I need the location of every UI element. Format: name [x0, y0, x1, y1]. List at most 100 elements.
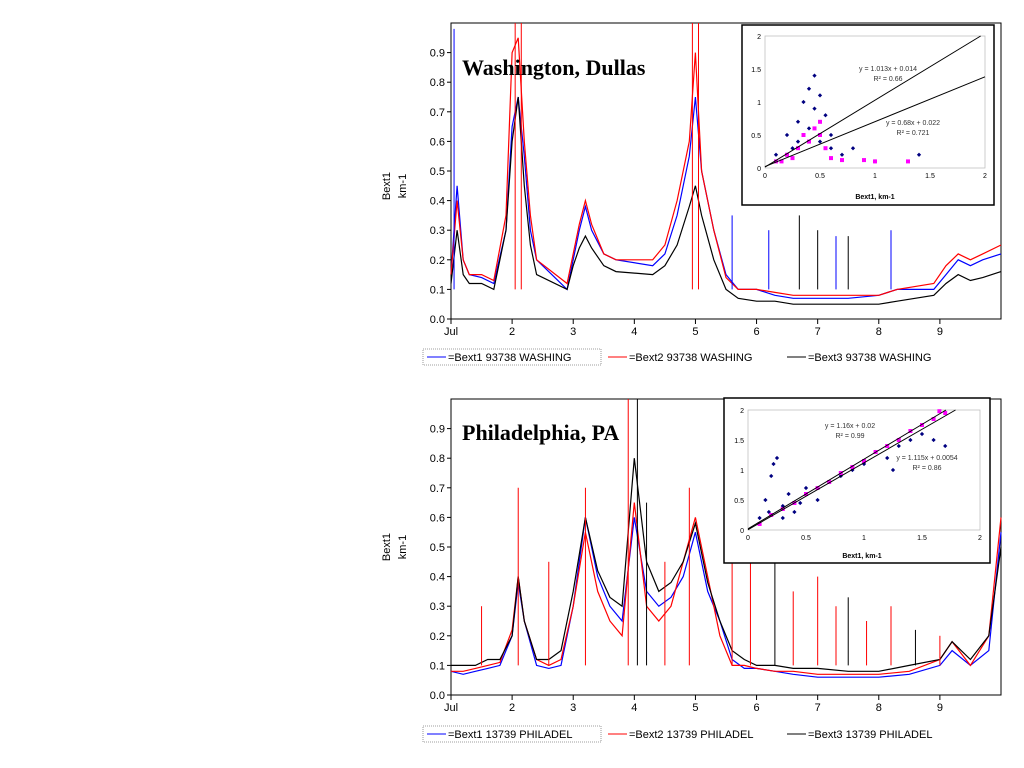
inset-equation-2: y = 0.68x + 0.022 [886, 120, 940, 127]
y-tick-label: 0.9 [430, 424, 445, 436]
inset-y-tick-label: 0 [740, 528, 744, 535]
inset-x-label: Bext1, km-1 [855, 194, 894, 201]
inset-point-bext3 [862, 158, 866, 163]
inset-point-bext3 [937, 409, 942, 414]
inset-point-bext3 [796, 146, 800, 151]
legend-label-bext2: =Bext2 93738 WASHING [629, 352, 752, 364]
inset-point-bext2 [890, 467, 896, 473]
series-group [450, 37, 1002, 305]
legend-label-bext1: =Bext1 13739 PHILADEL [448, 729, 572, 741]
inset-x-label: Bext1, km-1 [842, 553, 881, 560]
inset-x-tick-label: 1.5 [917, 535, 927, 542]
y-tick-label: 0.1 [430, 284, 445, 296]
inset-plot-area [747, 409, 981, 531]
inset-point-bext2 [919, 431, 925, 437]
inset-y-tick-label: 0.5 [734, 498, 744, 505]
inset-y-tick-label: 0.5 [751, 133, 761, 140]
inset-point-bext3 [850, 465, 855, 469]
inset-point-bext2 [916, 152, 922, 157]
y-tick-label: 0.4 [430, 196, 445, 208]
inset-x-tick-label: 1 [862, 535, 866, 542]
chart-washington: 0.0 0.1 0.2 0.3 0.4 0.5 0.6 0.7 0.8 0.9 Jul 2 3 4 5 6 7… [381, 22, 1002, 366]
inset-point-bext3 [896, 438, 901, 442]
y-axis-label-1: Bext1 [381, 172, 393, 200]
y-axis-label-1: Bext1 [381, 533, 393, 561]
inset-point-bext3 [818, 119, 822, 124]
x-tick-label: Jul [444, 326, 458, 338]
legend-focus-box [422, 348, 602, 366]
legend-focus-box [422, 725, 602, 743]
inset-r2-2: R² = 0.721 [897, 130, 930, 137]
inset-point-bext2 [757, 515, 762, 521]
legend-label-bext1: =Bext1 93738 WASHING [448, 352, 571, 364]
inset-point-bext2 [815, 497, 820, 503]
x-tick-label: 7 [815, 702, 821, 714]
x-axis: Jul 2 3 4 5 6 7 8 9 [444, 695, 943, 714]
x-tick-label: 4 [631, 326, 637, 338]
inset-point-bext2 [780, 515, 785, 521]
inset-point-bext3 [812, 126, 817, 131]
y-axis: 0.0 0.1 0.2 0.3 0.4 0.5 0.6 0.7 0.8 0.9 [430, 424, 451, 702]
inset-x-tick-label: 0 [763, 173, 767, 180]
inset-fit-line-2 [764, 76, 986, 168]
legend-label-bext3: =Bext3 93738 WASHING [808, 352, 931, 364]
inset-point-bext3 [757, 522, 762, 526]
inset-point-bext3 [779, 159, 784, 164]
inset-equation-1: y = 1.16x + 0.02 [825, 423, 875, 430]
x-tick-label: 7 [815, 326, 821, 338]
y-axis-label-2: km-1 [397, 535, 409, 559]
inset-point-bext2 [795, 139, 801, 144]
x-tick-label: Jul [444, 702, 458, 714]
inset-y-tick-label: 1.5 [734, 438, 744, 445]
x-tick-label: 2 [509, 326, 515, 338]
y-tick-label: 0.1 [430, 660, 445, 672]
inset-point-bext2 [850, 146, 856, 151]
inset-point-bext2 [763, 497, 768, 503]
inset-point-bext2 [786, 491, 791, 497]
inset-x-tick-label: 2 [978, 535, 982, 542]
inset-point-bext2 [828, 132, 834, 138]
chart-philadelphia: 0.0 0.1 0.2 0.3 0.4 0.5 0.6 0.7 0.8 0.9 Jul 2 3 4 5 6 7… [381, 397, 1002, 743]
x-tick-label: 8 [876, 326, 882, 338]
y-tick-label: 0.8 [430, 453, 445, 465]
inset-point-bext2 [792, 509, 797, 515]
inset-point-bext3 [785, 152, 789, 157]
y-tick-label: 0.3 [430, 601, 445, 613]
inset-fit-line-2 [747, 409, 956, 531]
y-axis-label-2: km-1 [397, 174, 409, 198]
inset-point-bext3 [827, 480, 832, 484]
x-axis: Jul 2 3 4 5 6 7 8 9 [444, 319, 943, 338]
inset-y-tick-label: 1 [740, 468, 744, 475]
inset-point-bext2 [798, 500, 803, 506]
chart-title: Philadelphia, PA [462, 420, 619, 445]
legend-label-bext3: =Bext3 13739 PHILADEL [808, 729, 932, 741]
x-tick-label: 9 [937, 702, 943, 714]
inset-point-bext3 [774, 159, 778, 164]
inset-point-bext3 [823, 146, 828, 151]
y-tick-label: 0.7 [430, 107, 445, 119]
inset-r2-1: R² = 0.99 [836, 433, 865, 440]
x-tick-label: 2 [509, 702, 515, 714]
inset-point-bext2 [771, 461, 776, 467]
inset-x-tick-label: 0.5 [801, 535, 811, 542]
x-tick-label: 3 [570, 326, 576, 338]
inset-point-bext3 [906, 159, 910, 164]
legend: =Bext1 13739 PHILADEL =Bext2 13739 PHILA… [422, 725, 932, 743]
y-tick-label: 0.0 [430, 690, 445, 702]
inset-point-bext3 [840, 158, 844, 163]
y-axis: 0.0 0.1 0.2 0.3 0.4 0.5 0.6 0.7 0.8 0.9 [430, 48, 451, 326]
inset-point-bext2 [773, 152, 779, 157]
inset-r2-2: R² = 0.86 [913, 465, 942, 472]
inset-fit-line-1 [747, 409, 947, 530]
inset-point-bext3 [801, 133, 806, 137]
y-tick-label: 0.9 [430, 48, 445, 60]
y-tick-label: 0.8 [430, 77, 445, 89]
inset-point-bext3 [943, 411, 948, 415]
inset-point-bext3 [920, 423, 924, 427]
x-tick-label: 3 [570, 702, 576, 714]
x-tick-label: 6 [753, 326, 759, 338]
inset-y-tick-label: 0 [757, 166, 761, 173]
inset-point-bext2 [817, 139, 823, 144]
inset-x-tick-label: 1.5 [925, 173, 935, 180]
inset-point-bext3 [862, 459, 866, 463]
